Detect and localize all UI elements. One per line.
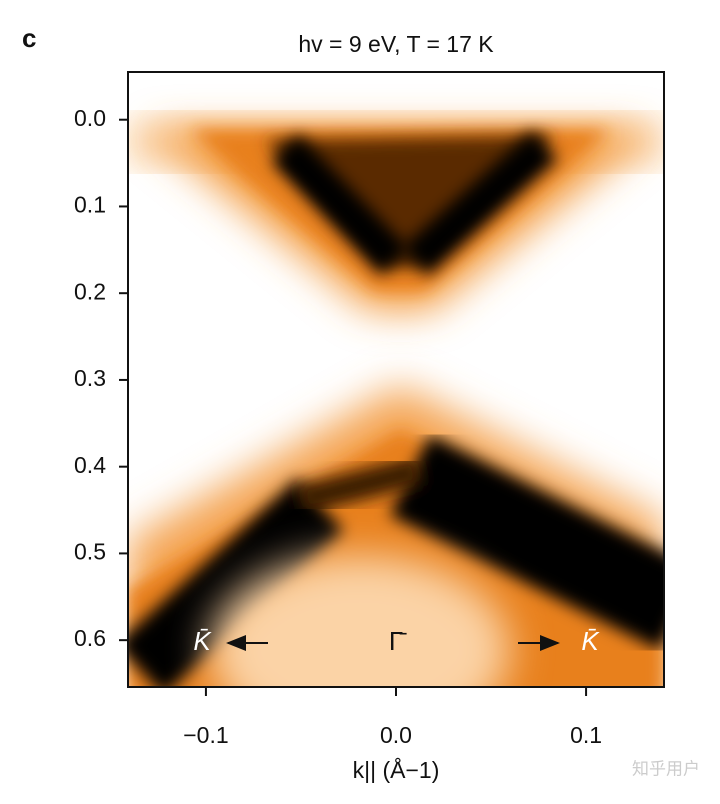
y-tick-label: 0.1 bbox=[74, 192, 106, 218]
x-tick-label: 0.0 bbox=[380, 722, 412, 748]
y-tick-label: 0.5 bbox=[74, 538, 106, 564]
y-tick-label: 0.6 bbox=[74, 625, 106, 651]
chart-title: hv = 9 eV, T = 17 K bbox=[298, 31, 494, 57]
y-tick-label: 0.4 bbox=[74, 452, 106, 478]
intensity-map bbox=[128, 72, 664, 687]
watermark: 知乎用户 bbox=[632, 759, 700, 778]
annotation: Γ̄ bbox=[389, 626, 407, 656]
x-axis-label: k|| (Å−1) bbox=[353, 756, 440, 783]
y-tick-label: 0.3 bbox=[74, 365, 106, 391]
x-tick-label: 0.1 bbox=[570, 722, 602, 748]
y-tick-label: 0.0 bbox=[74, 105, 106, 131]
annotation: K̄ bbox=[193, 626, 212, 656]
panel-label: c bbox=[22, 23, 36, 53]
y-tick-label: 0.2 bbox=[74, 278, 106, 304]
x-tick-label: −0.1 bbox=[183, 722, 228, 748]
annotation: K̄ bbox=[581, 626, 600, 656]
